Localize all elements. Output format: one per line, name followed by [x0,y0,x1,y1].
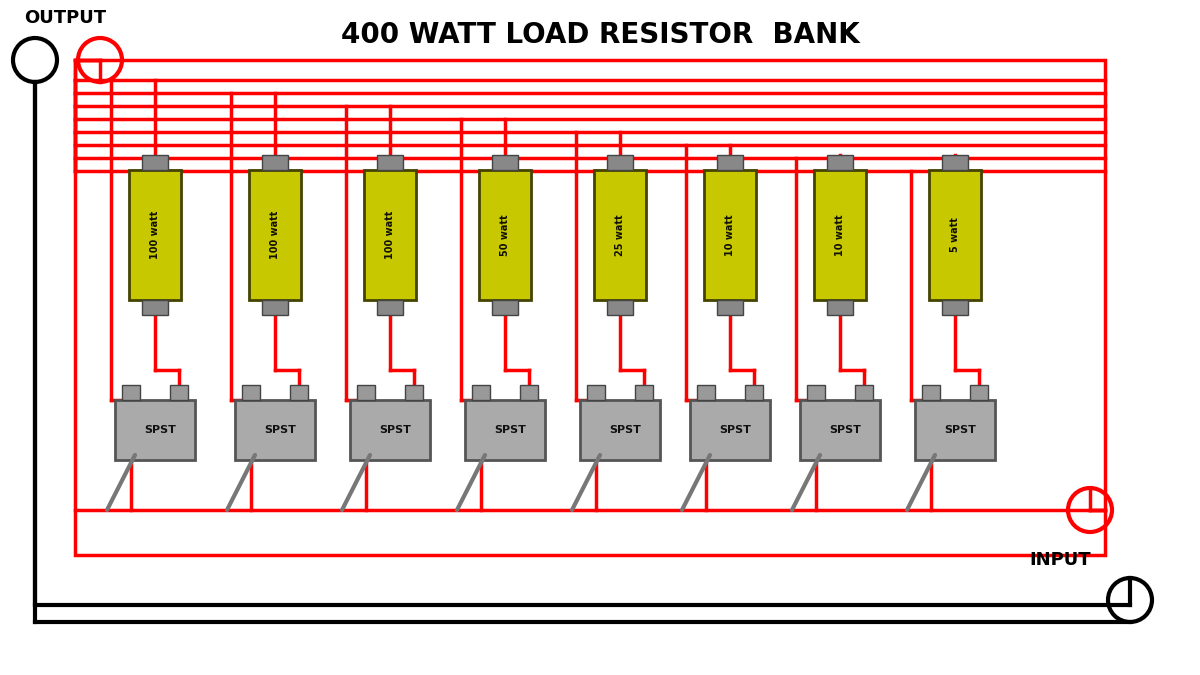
FancyBboxPatch shape [466,400,545,460]
FancyBboxPatch shape [235,400,314,460]
FancyBboxPatch shape [690,400,770,460]
FancyBboxPatch shape [356,385,376,400]
FancyBboxPatch shape [942,155,968,170]
FancyBboxPatch shape [922,385,940,400]
FancyBboxPatch shape [479,170,530,300]
FancyBboxPatch shape [827,300,853,315]
Text: 100 watt: 100 watt [270,211,280,259]
FancyBboxPatch shape [814,170,866,300]
FancyBboxPatch shape [697,385,715,400]
FancyBboxPatch shape [492,155,518,170]
FancyBboxPatch shape [827,155,853,170]
Text: SPST: SPST [494,425,526,435]
FancyBboxPatch shape [170,385,188,400]
FancyBboxPatch shape [472,385,490,400]
Text: INPUT: INPUT [1030,551,1091,569]
FancyBboxPatch shape [350,400,430,460]
Text: OUTPUT: OUTPUT [24,9,106,27]
FancyBboxPatch shape [142,155,168,170]
Text: 5 watt: 5 watt [950,217,960,252]
FancyBboxPatch shape [290,385,308,400]
FancyBboxPatch shape [262,155,288,170]
FancyBboxPatch shape [929,170,982,300]
Text: 100 watt: 100 watt [150,211,160,259]
FancyBboxPatch shape [364,170,416,300]
FancyBboxPatch shape [635,385,653,400]
FancyBboxPatch shape [520,385,538,400]
Text: SPST: SPST [144,425,176,435]
FancyBboxPatch shape [587,385,605,400]
FancyBboxPatch shape [142,300,168,315]
Text: 25 watt: 25 watt [616,214,625,256]
FancyBboxPatch shape [806,385,826,400]
FancyBboxPatch shape [492,300,518,315]
Text: SPST: SPST [379,425,410,435]
FancyBboxPatch shape [404,385,424,400]
Text: SPST: SPST [829,425,860,435]
FancyBboxPatch shape [250,170,301,300]
FancyBboxPatch shape [262,300,288,315]
FancyBboxPatch shape [942,300,968,315]
FancyBboxPatch shape [718,155,743,170]
Text: SPST: SPST [944,425,976,435]
FancyBboxPatch shape [580,400,660,460]
FancyBboxPatch shape [242,385,260,400]
FancyBboxPatch shape [970,385,988,400]
Text: SPST: SPST [264,425,296,435]
FancyBboxPatch shape [594,170,646,300]
FancyBboxPatch shape [718,300,743,315]
FancyBboxPatch shape [704,170,756,300]
FancyBboxPatch shape [745,385,763,400]
Text: 50 watt: 50 watt [500,214,510,256]
FancyBboxPatch shape [377,300,403,315]
Text: 10 watt: 10 watt [835,214,845,256]
Text: 400 WATT LOAD RESISTOR  BANK: 400 WATT LOAD RESISTOR BANK [341,21,859,49]
Text: SPST: SPST [719,425,751,435]
Text: SPST: SPST [610,425,641,435]
FancyBboxPatch shape [122,385,140,400]
FancyBboxPatch shape [607,300,634,315]
Text: 100 watt: 100 watt [385,211,395,259]
FancyBboxPatch shape [607,155,634,170]
FancyBboxPatch shape [115,400,194,460]
FancyBboxPatch shape [377,155,403,170]
Text: 10 watt: 10 watt [725,214,734,256]
FancyBboxPatch shape [130,170,181,300]
FancyBboxPatch shape [800,400,880,460]
FancyBboxPatch shape [854,385,874,400]
FancyBboxPatch shape [916,400,995,460]
